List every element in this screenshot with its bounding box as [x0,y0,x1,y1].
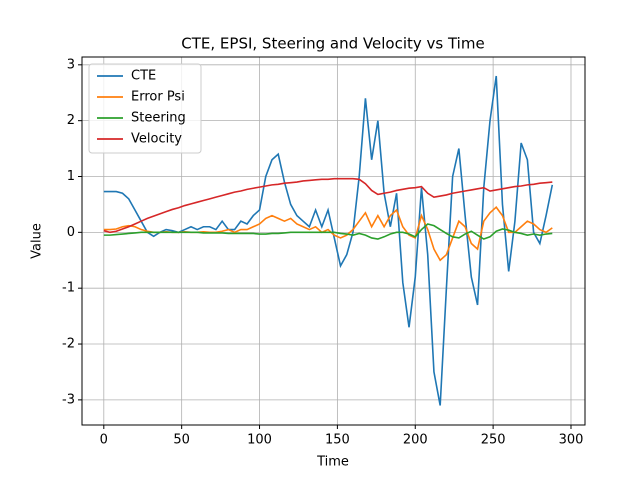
y-tick-label: -3 [62,392,75,407]
y-axis-label: Value [30,223,45,259]
y-tick-label: -1 [62,281,75,296]
legend-label: Steering [131,111,186,126]
legend-box [88,63,202,154]
x-tick-label: 0 [100,433,108,448]
y-tick-label: 2 [67,113,75,128]
y-tick-label: 1 [67,169,75,184]
legend-label: CTE [131,69,156,84]
legend-label: Velocity [131,132,182,147]
y-tick-label: 0 [67,225,75,240]
x-tick-label: 300 [559,433,584,448]
chart-title: CTE, EPSI, Steering and Velocity vs Time [181,35,484,53]
data-line [103,177,553,234]
x-axis-label: Time [316,455,349,470]
y-tick-label: -2 [62,337,75,352]
x-tick-label: 250 [481,433,506,448]
x-tick-label: 150 [325,433,350,448]
y-tick-label: 3 [67,57,75,72]
x-tick-label: 50 [173,433,190,448]
legend-label: Error Psi [131,90,185,105]
x-tick-label: 200 [403,433,428,448]
x-tick-label: 100 [247,433,272,448]
data-line [103,223,553,240]
plot-frame [81,56,586,426]
